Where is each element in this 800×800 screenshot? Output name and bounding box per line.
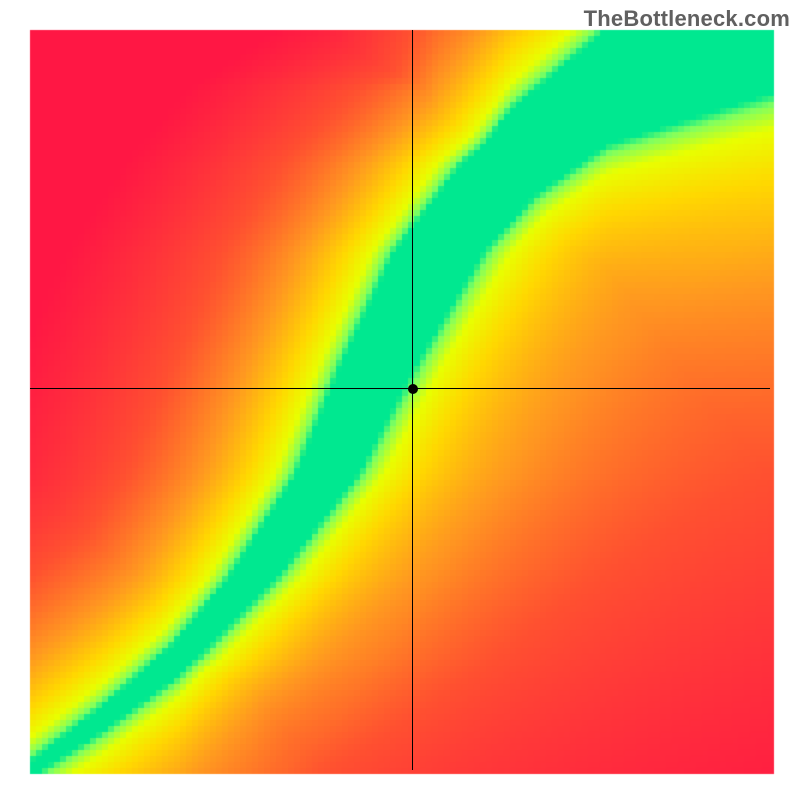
crosshair-vertical xyxy=(412,30,413,770)
watermark-label: TheBottleneck.com xyxy=(584,6,790,32)
crosshair-point xyxy=(408,384,418,394)
heatmap-canvas xyxy=(0,0,800,800)
crosshair-horizontal xyxy=(30,388,770,389)
chart-container: TheBottleneck.com xyxy=(0,0,800,800)
